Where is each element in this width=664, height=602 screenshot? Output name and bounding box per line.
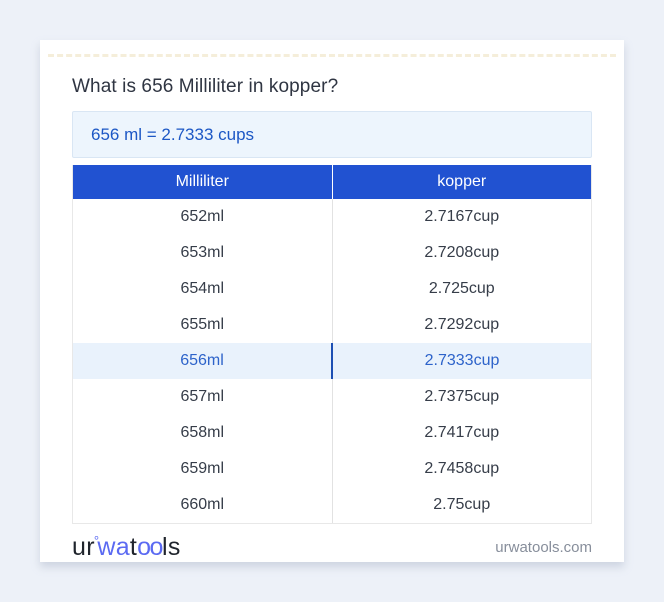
table-row: 657ml 2.7375cup: [73, 379, 591, 415]
kopper-cell: 2.7208cup: [424, 244, 500, 261]
conversion-table: Milliliter kopper 652ml 2.7167cup 653ml 2.7…: [72, 165, 592, 524]
table-row: 655ml 2.7292cup: [73, 307, 591, 343]
kopper-cell: 2.7167cup: [424, 208, 500, 225]
result-text: 656 ml = 2.7333 cups: [91, 124, 255, 144]
logo-segment: ls: [161, 533, 181, 561]
milliliter-cell: 659ml: [73, 451, 333, 487]
kopper-cell: 2.7417cup: [424, 424, 500, 441]
table-header-kopper: kopper: [437, 173, 487, 190]
kopper-cell: 2.7458cup: [424, 460, 500, 477]
milliliter-cell: 653ml: [73, 235, 333, 271]
milliliter-cell: 654ml: [73, 271, 333, 307]
kopper-cell: 2.725cup: [428, 280, 495, 297]
logo-segment-accent: oo: [137, 533, 163, 561]
table-row: 660ml 2.75cup: [73, 487, 591, 523]
kopper-cell: 2.7375cup: [424, 388, 500, 405]
logo-segment: ur: [72, 533, 95, 561]
logo-segment: t: [129, 533, 138, 561]
conversion-card: What is 656 Milliliter in kopper? 656 ml…: [40, 40, 624, 562]
logo-ring-icon: °: [93, 533, 100, 548]
kopper-cell: 2.7292cup: [424, 316, 500, 333]
table-row: 659ml 2.7458cup: [73, 451, 591, 487]
table-row-highlighted: 656ml 2.7333cup: [73, 343, 591, 379]
table-row: 652ml 2.7167cup: [73, 199, 591, 235]
decorative-dashed-line: [48, 54, 616, 57]
milliliter-cell: 657ml: [73, 379, 333, 415]
site-url-text: urwatools.com: [495, 539, 592, 556]
site-logo[interactable]: ur°watools: [72, 533, 181, 562]
milliliter-cell: 656ml: [73, 343, 333, 379]
page-title: What is 656 Milliliter in kopper?: [72, 76, 339, 97]
logo-segment-accent: wa: [97, 533, 130, 561]
milliliter-cell: 658ml: [73, 415, 333, 451]
table-header-milliliter: Milliliter: [73, 165, 333, 199]
table-row: 658ml 2.7417cup: [73, 415, 591, 451]
kopper-cell: 2.75cup: [433, 496, 491, 513]
kopper-cell: 2.7333cup: [424, 352, 500, 369]
result-box: 656 ml = 2.7333 cups: [72, 111, 592, 158]
milliliter-cell: 655ml: [73, 307, 333, 343]
footer: ur°watools urwatools.com: [72, 533, 592, 562]
milliliter-cell: 652ml: [73, 199, 333, 235]
table-row: 654ml 2.725cup: [73, 271, 591, 307]
table-body: 652ml 2.7167cup 653ml 2.7208cup 654ml 2.725cu…: [73, 199, 591, 523]
table-row: 653ml 2.7208cup: [73, 235, 591, 271]
table-header-row: Milliliter kopper: [73, 165, 591, 199]
milliliter-cell: 660ml: [73, 487, 333, 523]
